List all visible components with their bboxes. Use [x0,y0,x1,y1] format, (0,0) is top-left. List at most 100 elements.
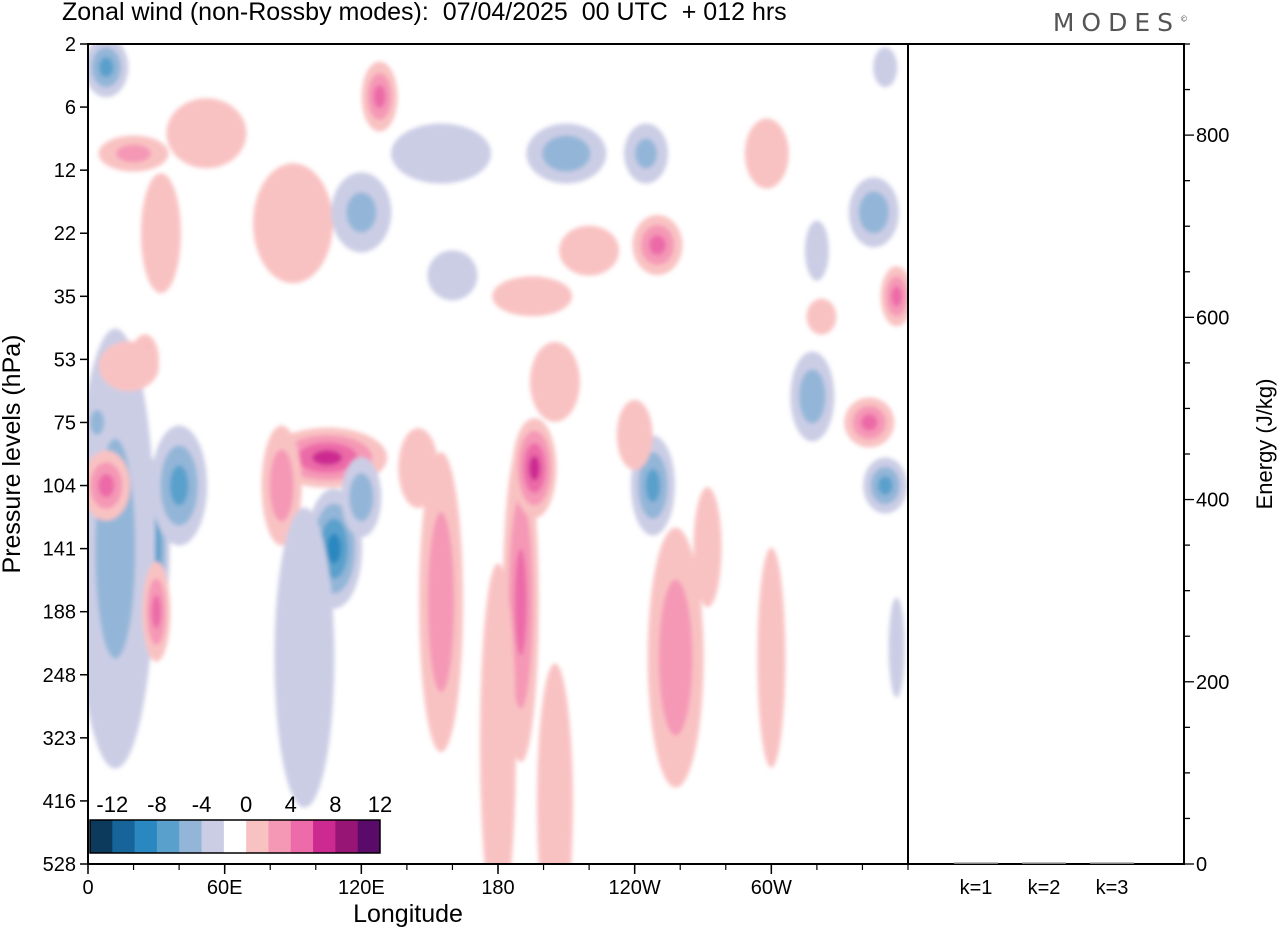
y-tick-label: 53 [54,349,76,371]
y-tick-label: 2 [65,34,76,56]
contour-blob [514,548,527,656]
y-axis: 2 6 12 22 35 53 75 104 141 188 248 323 416 528 [43,34,88,876]
contour-blob [559,225,620,276]
y-tick-label: 323 [43,728,76,750]
x-tick-label: 120E [338,877,385,899]
colorbar-swatch [112,820,136,853]
colorbar-label: -12 [96,792,128,817]
y-axis-label: Pressure levels (hPa) [0,335,26,574]
colorbar-border [89,819,381,854]
contour-blob [140,173,181,294]
contour-blob [804,220,829,281]
contour-blob [888,597,905,698]
y-tick-label: 12 [54,160,76,182]
energy-bar-label: k=3 [1096,877,1129,899]
colorbar-swatch [290,820,314,853]
x-tick-label: 180 [481,877,514,899]
x-tick-label: 0 [82,877,93,899]
contour-blob [346,192,377,233]
colorbar-swatch [268,820,292,853]
contour-blob [269,449,294,522]
energy-bar-k=1 [954,862,998,864]
contour-blob [169,465,189,506]
y-tick-label: 416 [43,791,76,813]
contour-blob [151,595,161,629]
contour-blob [90,409,105,435]
colorbar-swatch [201,820,225,853]
colorbar-swatch [357,820,381,853]
contour-blob [645,468,661,503]
contour-blob [877,476,893,495]
contour-blob [312,450,343,466]
colorbar-swatch [134,820,158,853]
contour-blob [98,57,114,78]
colorbar-label: 0 [240,792,252,817]
contour-blob [373,84,386,109]
contour-blob [616,399,653,470]
contour-blob [799,369,826,424]
contour-blob [529,341,580,422]
contour-blob [858,191,889,234]
colorbar-swatch [179,820,203,853]
modes-logo: MODES© [1052,8,1188,37]
energy-bar-label: k=1 [960,877,993,899]
colorbar-label: 8 [329,792,341,817]
contour-blob [99,341,159,392]
contour-blob [806,298,837,335]
contour-blob [327,533,341,564]
contour-blob [542,135,591,172]
x-tick-label: 60E [207,877,243,899]
colorbar-swatch [156,820,180,853]
contour-blob [98,473,115,498]
x-tick-label: 60W [751,877,792,899]
x-axis: 0 60E 120E 180 120W 60W [82,864,909,899]
contour-blob [635,138,658,169]
x-tick-label: 120W [609,877,661,899]
y-tick-label: 248 [43,665,76,687]
y-tick-label: 141 [43,539,76,561]
colorbar-swatch [223,820,247,853]
y-tick-label: 528 [43,854,76,876]
contour-blob [391,123,492,184]
contour-blob [253,163,333,284]
energy-bar-k=3 [1090,862,1134,864]
y-tick-label: 188 [43,602,76,624]
energy-bar-label: k=2 [1028,877,1061,899]
y-tick-label: 75 [54,412,76,434]
energy-tick-label: 0 [1196,854,1207,876]
contour-blob [116,144,152,163]
contour-blob [536,663,573,864]
energy-tick-label: 800 [1196,125,1229,147]
contour-blob [860,414,878,431]
energy-axis: 0 200 400 600 800 [1184,43,1229,876]
colorbar-label: -4 [192,792,212,817]
chart-title: Zonal wind (non-Rossby modes): 07/04/202… [62,0,787,26]
contour-blob [274,507,335,808]
y-tick-label: 22 [54,223,76,245]
contour-blob [757,547,786,768]
colorbar-label: 4 [285,792,297,817]
energy-tick-label: 600 [1196,307,1229,329]
contour-blob [744,118,789,189]
colorbar-label: -8 [147,792,167,817]
colorbar-swatch [313,820,336,853]
colorbar-swatch [90,820,113,853]
y-tick-label: 6 [65,97,76,119]
contour-field [88,44,908,864]
energy-axis-label: Energy (J/kg) [1252,379,1277,510]
contour-blob [349,473,374,522]
energy-tick-label: 400 [1196,490,1229,512]
energy-tick-label: 200 [1196,672,1229,694]
y-tick-label: 35 [54,286,76,308]
energy-bar-k=2 [1022,862,1066,864]
colorbar-swatch [335,820,359,853]
contour-blob [658,579,693,736]
contour-blob [427,512,455,693]
contour-blob [166,98,247,169]
contour-blob [891,286,902,307]
contour-blob [873,47,898,88]
colorbar: -12 -8 -4 0 4 8 12 [89,792,392,854]
colorbar-swatch [246,820,269,853]
x-axis-label: Longitude [353,900,463,928]
